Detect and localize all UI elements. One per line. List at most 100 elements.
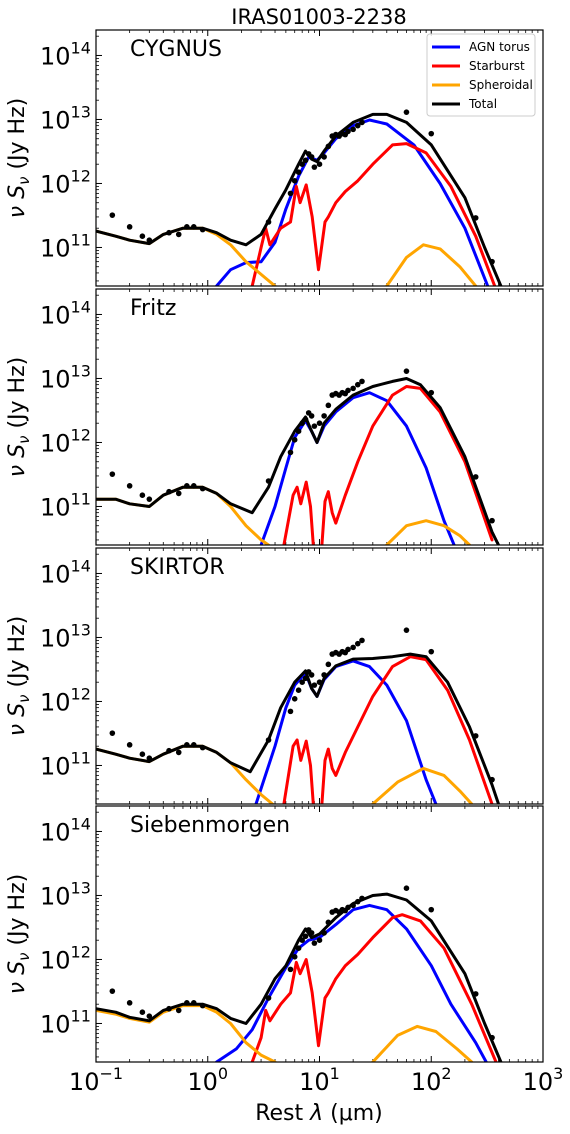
observation-point	[299, 679, 305, 686]
xlabel-prefix: Rest	[255, 1101, 310, 1126]
ylabel-s: S	[5, 961, 30, 975]
ylabel-nu: ν	[5, 724, 30, 736]
x-tick-exp: 0	[218, 1064, 228, 1083]
ylabel-unit: (Jy Hz)	[5, 616, 30, 688]
observation-point	[139, 233, 146, 239]
observation-point	[299, 420, 305, 427]
x-tick-base: 10	[69, 1068, 100, 1096]
y-tick-base: 10	[40, 882, 71, 910]
y-axis-label: ν Sν (Jy Hz)	[5, 874, 33, 994]
observation-point	[311, 423, 318, 429]
observation-point	[126, 224, 133, 230]
series-line-agn-torus	[215, 903, 488, 1062]
observation-point	[359, 895, 365, 902]
y-tick-label: 1013	[40, 620, 91, 652]
ylabel-nu: ν	[5, 206, 30, 218]
observation-point	[146, 496, 153, 502]
observation-point	[126, 483, 133, 489]
series-line-starburst	[250, 913, 498, 1062]
x-tick-base: 10	[187, 1068, 218, 1096]
series-line-spheroidal-cold-	[371, 1024, 474, 1062]
observation-point	[287, 966, 294, 973]
xlabel-lambda: λ	[309, 1101, 323, 1126]
observation-point	[302, 675, 309, 682]
panel-title: CYGNUS	[130, 37, 222, 62]
y-tick-base: 10	[40, 365, 71, 393]
observation-point	[166, 747, 172, 754]
y-tick-base: 10	[40, 752, 71, 780]
observation-point	[139, 751, 146, 757]
series-line-starburst-bump-	[320, 385, 494, 545]
x-tick-label: 10−1	[69, 1064, 123, 1096]
observation-point	[126, 1000, 133, 1006]
y-tick-exp: 13	[71, 620, 91, 639]
series-group	[96, 109, 503, 286]
ylabel-unit-space	[5, 170, 30, 177]
y-tick-base: 10	[40, 234, 71, 262]
observation-point	[199, 485, 206, 492]
y-tick-base: 10	[40, 946, 71, 974]
observation-point	[325, 143, 332, 150]
y-tick-exp: 11	[71, 1006, 91, 1025]
ylabel-sub: ν	[15, 177, 33, 185]
panel-frame	[95, 805, 544, 1063]
x-tick-exp: 1	[330, 1064, 340, 1083]
observation-point	[287, 190, 294, 197]
y-tick-exp: 12	[71, 166, 91, 185]
y-tick-label: 1011	[40, 1006, 91, 1038]
y-tick-base: 10	[40, 301, 71, 329]
legend-label: AGN torus	[469, 40, 530, 54]
y-tick-exp: 14	[71, 297, 91, 316]
ylabel-space	[5, 199, 30, 206]
observation-point	[350, 902, 356, 909]
y-tick-base: 10	[40, 560, 71, 588]
observation-point	[403, 627, 410, 633]
y-tick-base: 10	[40, 818, 71, 846]
series-line-spheroidal-cold-	[385, 243, 478, 286]
y-tick-exp: 14	[71, 38, 91, 57]
y-tick-base: 10	[40, 42, 71, 70]
observation-point	[199, 744, 206, 751]
observation-point	[295, 428, 302, 434]
observation-point	[199, 226, 206, 233]
observation-point	[109, 730, 116, 736]
observation-point	[354, 898, 361, 905]
observation-point	[166, 229, 172, 236]
observation-point	[359, 637, 365, 644]
y-tick-base: 10	[40, 429, 71, 457]
observation-point	[308, 672, 315, 678]
observation-point	[199, 1002, 206, 1009]
y-tick-label: 1014	[40, 556, 91, 588]
observation-point	[311, 164, 318, 170]
y-axis-label: ν Sν (Jy Hz)	[5, 616, 33, 736]
observation-point	[345, 646, 351, 653]
observation-point	[287, 708, 294, 715]
observation-point	[359, 119, 365, 126]
y-tick-label: 1012	[40, 166, 91, 198]
observation-point	[146, 1013, 153, 1019]
observation-point	[302, 933, 309, 940]
observation-point	[175, 749, 182, 756]
y-tick-exp: 12	[71, 684, 91, 703]
y-tick-label: 1012	[40, 684, 91, 716]
observation-point	[308, 930, 315, 936]
observation-point	[428, 130, 435, 137]
y-tick-exp: 12	[71, 425, 91, 444]
observation-point	[295, 169, 302, 175]
y-tick-exp: 13	[71, 878, 91, 897]
observation-point	[345, 904, 351, 911]
y-tick-exp: 11	[71, 748, 91, 767]
observation-point	[311, 682, 318, 688]
observation-point	[308, 154, 315, 160]
observation-point	[489, 776, 495, 783]
series-group	[96, 627, 500, 804]
series-line-starburst	[250, 142, 497, 286]
legend-box	[426, 33, 536, 117]
ylabel-sub: ν	[15, 436, 33, 444]
observation-point	[146, 755, 153, 761]
y-tick-label: 1013	[40, 878, 91, 910]
observation-point	[265, 995, 272, 1001]
